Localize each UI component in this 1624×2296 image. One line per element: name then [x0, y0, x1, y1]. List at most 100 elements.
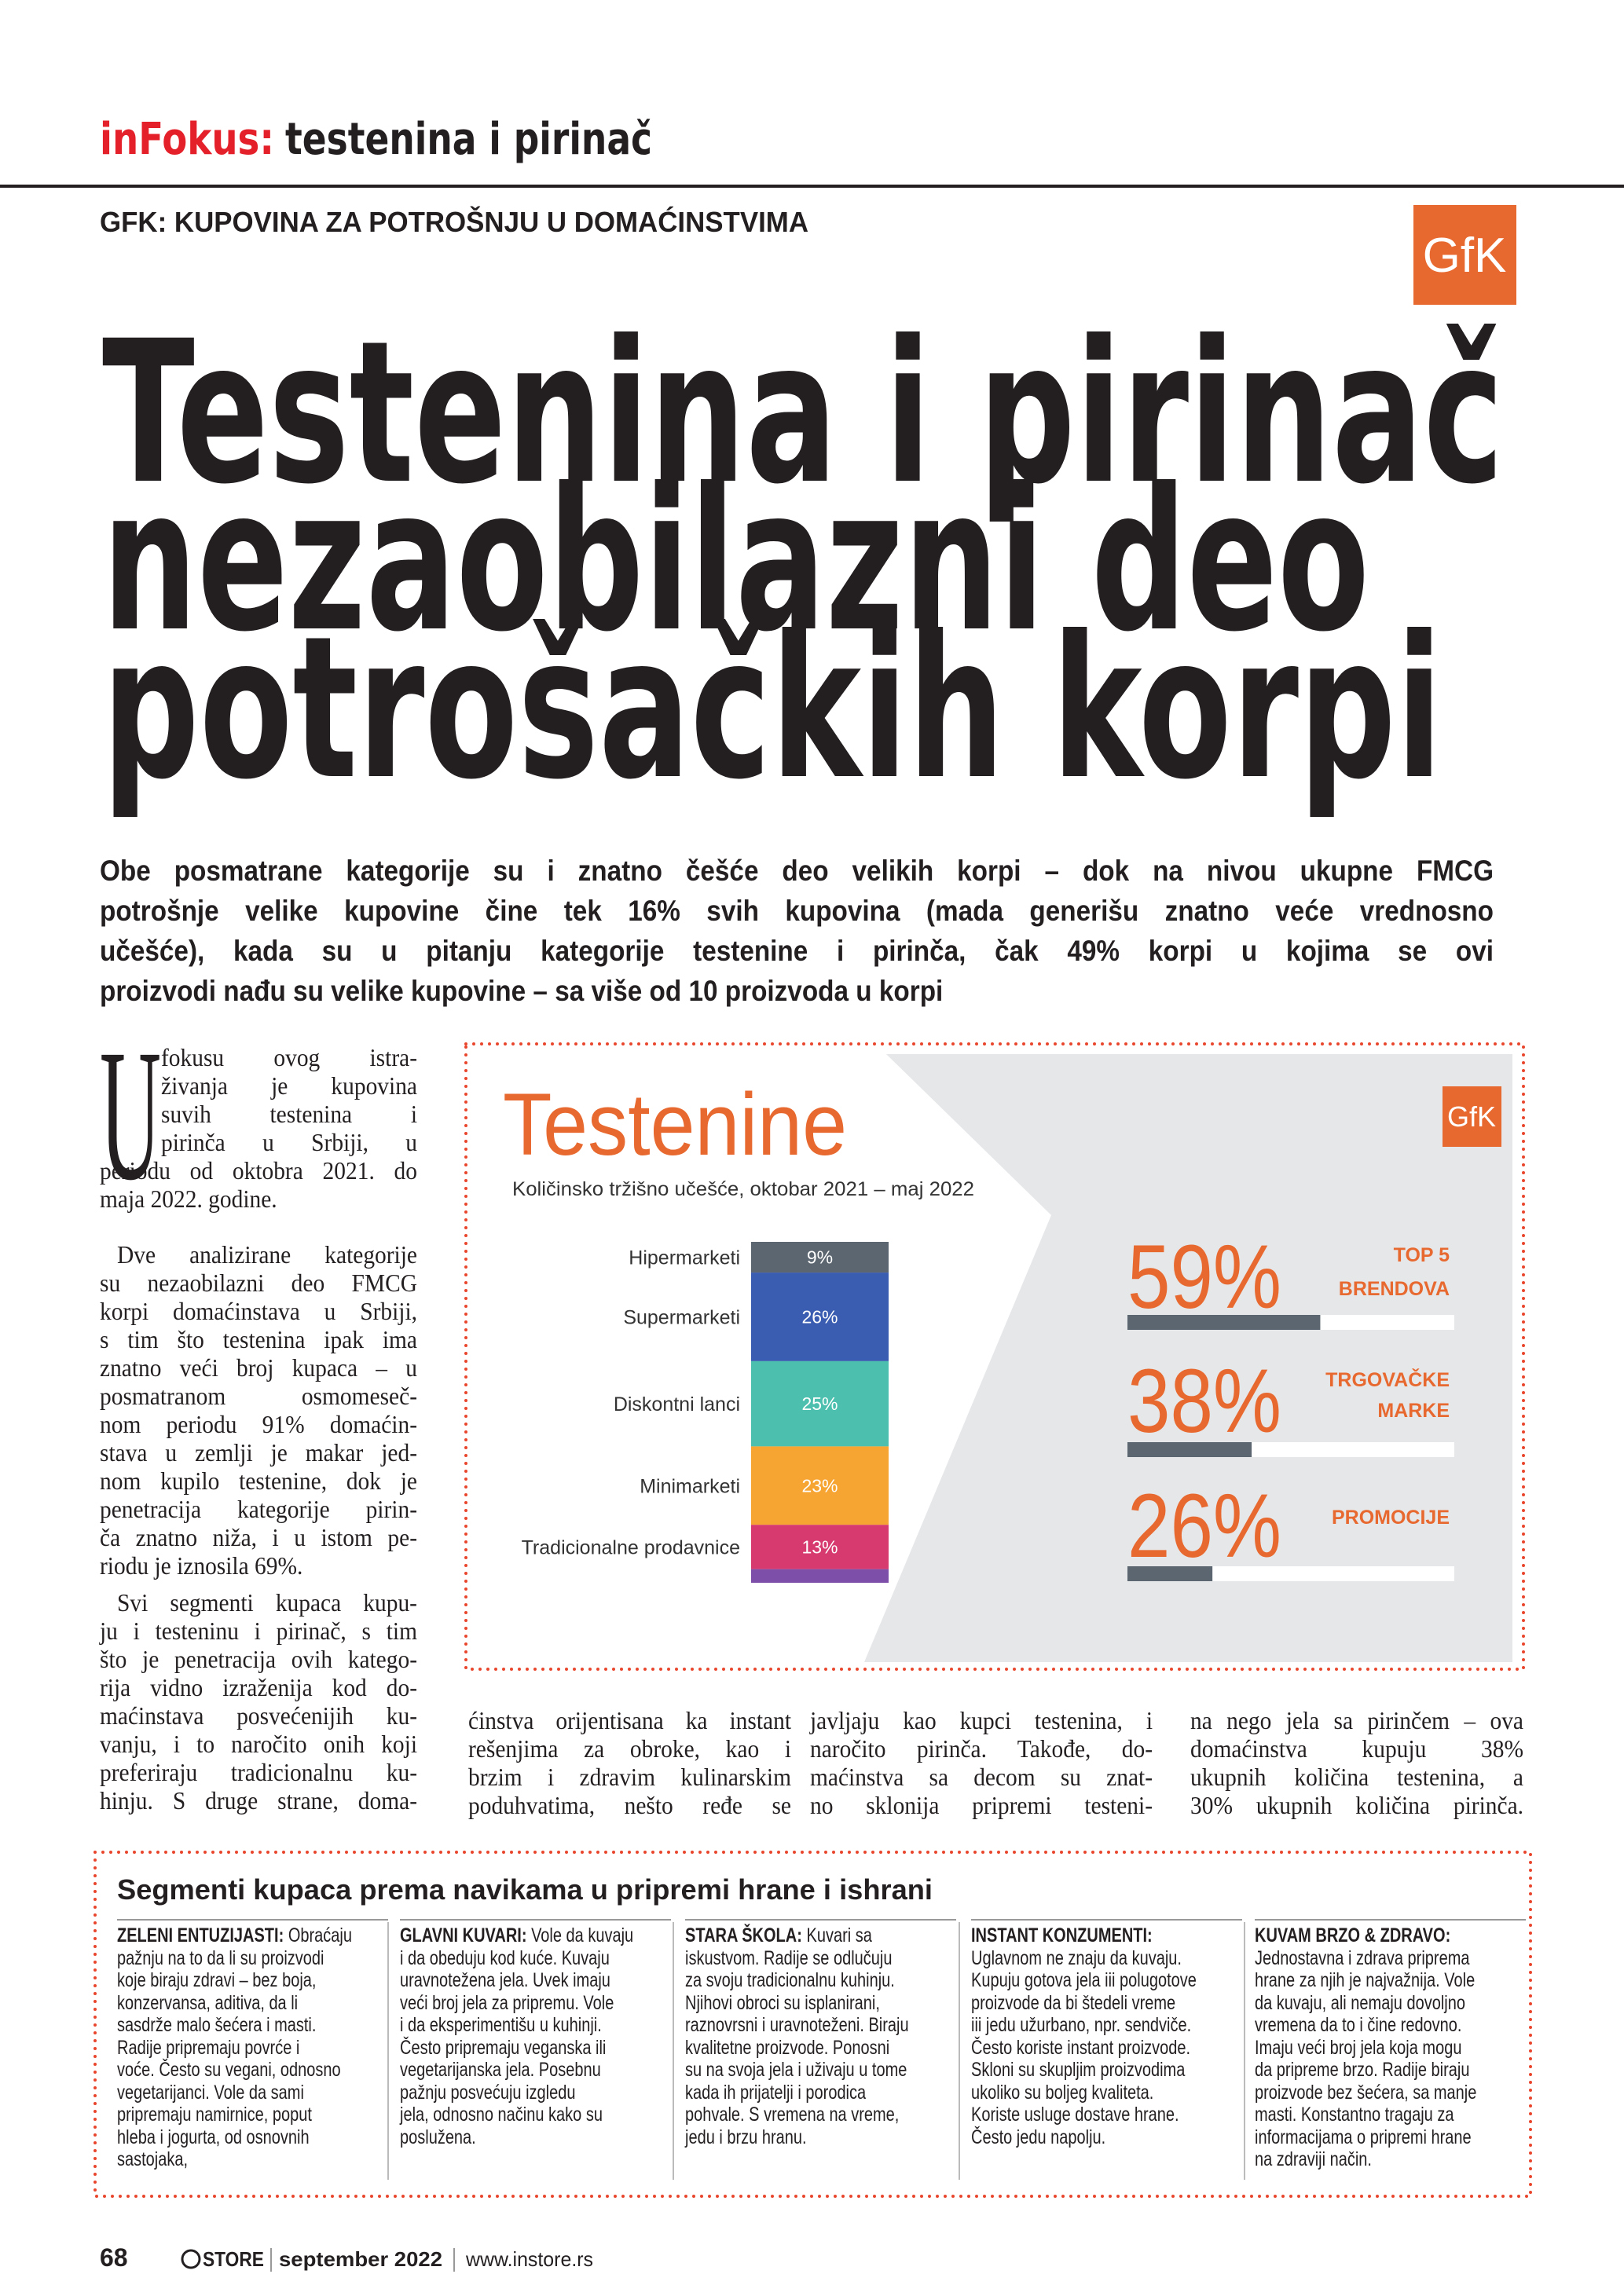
segment-line: Radije pripremaju povrće i: [117, 2036, 300, 2059]
segment-line: proizvode da bi štedeli vreme: [971, 1991, 1176, 2014]
category-label: Diskontni lanci: [614, 1393, 740, 1415]
category-label: Minimarketi: [640, 1475, 740, 1497]
segment-line: i da obeduju kod kuće. Kuvaju: [400, 1946, 610, 1969]
segment-line: Često koriste instant proizvode.: [971, 2036, 1191, 2059]
section-topic: testenina i pirinač: [285, 114, 652, 165]
body-line: hinju. S druge strane, doma-: [100, 1786, 417, 1814]
segment-line: sasdrže malo šećera i masti.: [117, 2014, 317, 2036]
segment-line: Skloni su skupljim proizvodima: [971, 2059, 1186, 2081]
stat-value: 38%: [1127, 1351, 1281, 1452]
segment-heading: STARA ŠKOLA:: [685, 1924, 802, 1946]
sidebar-title: Segmenti kupaca prema navikama u priprem…: [117, 1873, 933, 1906]
segment-line: za svoju tradicionalnu kuhinju.: [685, 1969, 895, 1991]
segment-line: masti. Konstantno tragaju za: [1255, 2104, 1454, 2126]
segment-heading: KUVAM BRZO & ZDRAVO:: [1255, 1924, 1451, 1946]
body-line: maćinstava posvećenijih ku-: [100, 1701, 417, 1730]
segment-text: Obraćaju: [288, 1924, 352, 1946]
chart-title: Testenine: [503, 1075, 847, 1174]
chart-logo: [1443, 1086, 1501, 1147]
body-line: pirinča u Srbiji, u: [161, 1128, 417, 1156]
body-line: što je penetracija ovih katego-: [100, 1645, 417, 1673]
bar-segment: [751, 1525, 889, 1569]
stat-label: TRGOVAČKE: [1325, 1368, 1450, 1391]
segment-line: jedu i brzu hranu.: [685, 2126, 807, 2148]
body-line: ukupnih količina testenina, a: [1190, 1763, 1523, 1791]
body-line: riodu je iznosila 69%.: [100, 1551, 303, 1580]
chart-subtitle: Količinsko tržišno učešće, oktobar 2021 …: [512, 1178, 974, 1200]
gfk-logo: [1413, 205, 1516, 305]
body-line: s tim što testenina ipak ima: [100, 1325, 417, 1353]
value-label: 13%: [801, 1536, 838, 1557]
segment-line: Često jedu napolju.: [971, 2126, 1106, 2148]
body-line: na nego jela sa pirinčem – ova: [1190, 1706, 1523, 1734]
segment-line: Jednostavna i zdrava priprema: [1255, 1946, 1470, 1969]
segment-line: pažnju na to da li su proizvodi: [117, 1946, 324, 1969]
segment-line: da pripreme brzo. Radije biraju: [1255, 2059, 1470, 2081]
body-line: rešenjima za obroke, kao i: [468, 1734, 791, 1763]
page-number: 68: [100, 2243, 128, 2272]
stat-bar: [1127, 1315, 1321, 1330]
stat-label: PROMOCIJE: [1332, 1507, 1450, 1529]
segment-line: STARA ŠKOLA: Kuvari sa: [685, 1924, 956, 1947]
segment-heading: GLAVNI KUVARI:: [400, 1924, 527, 1946]
segment-line: voće. Često su vegani, odnosno: [117, 2059, 341, 2081]
segment-line: uravnotežena jela. Uvek imaju: [400, 1969, 610, 1991]
body-line: nom kupilo testenine, dok je: [100, 1467, 417, 1495]
issue: september 2022: [279, 2247, 442, 2271]
segment-line: kvalitetne proizvode. Ponosni: [685, 2036, 890, 2059]
chart-logo-text: GfK: [1447, 1100, 1496, 1133]
segment-line: hleba i jogurta, od osnovnih: [117, 2126, 310, 2148]
segment-line: vegetarijanska jela. Posebnu: [400, 2059, 601, 2081]
headline-line: nezaobilazni deo: [102, 446, 1369, 675]
bar-segment: [751, 1242, 889, 1273]
bar-segment: [751, 1446, 889, 1525]
body-line: živanja je kupovina: [161, 1071, 417, 1100]
segment-line: poslužena.: [400, 2126, 476, 2148]
body-line: posmatranom osmomeseč-: [100, 1382, 417, 1410]
body-line: suvih testenina i: [161, 1100, 417, 1128]
segment-text: Vole da kuvaju: [531, 1924, 634, 1946]
lead-line: učešće), kada su u pitanju kategorije te…: [100, 935, 1494, 967]
value-label: 26%: [801, 1306, 838, 1327]
body-line: 30% ukupnih količina pirinča.: [1190, 1791, 1523, 1819]
body-line: maja 2022. godine.: [100, 1185, 277, 1213]
stat-bar: [1127, 1442, 1252, 1457]
segment-line: sastojaka,: [117, 2148, 189, 2170]
bar-segment: [751, 1569, 889, 1583]
segment-line: Uglavnom ne znaju da kuvaju.: [971, 1946, 1182, 1969]
segment-line: pažnju posvećuju izgledu: [400, 2081, 576, 2104]
value-label: 9%: [807, 1247, 833, 1268]
segment-line: ZELENI ENTUZIJASTI: Obraćaju: [117, 1924, 388, 1947]
segment-line: GLAVNI KUVARI: Vole da kuvaju: [400, 1924, 671, 1947]
lead-line: Obe posmatrane kategorije su i znatno če…: [100, 855, 1494, 887]
segment-line: vegetarijanci. Vole da sami: [117, 2081, 304, 2104]
body-line: preferiraju tradicionalnu ku-: [100, 1758, 417, 1786]
sidebar-frame: [93, 1851, 1532, 2198]
segment-line: i da eksperimentišu u kuhinji.: [400, 2014, 602, 2036]
segment-line: proizvode bez šećera, sa manje: [1255, 2081, 1477, 2104]
segment-line: Često pripremaju veganska ili: [400, 2036, 607, 2059]
segment-line: koje biraju zdravi – bez boja,: [117, 1969, 317, 1991]
body-line: naročito pirinča. Takođe, do-: [810, 1734, 1153, 1763]
bar-segment: [751, 1273, 889, 1361]
segment-line: su na svoja jela i uživaju u tome: [685, 2059, 907, 2081]
segment-line: pripremaju namirnice, poput: [117, 2104, 312, 2126]
body-line: javljaju kao kupci testenina, i: [810, 1706, 1153, 1734]
segment-line: vremena da to i čine redovno.: [1255, 2014, 1462, 2036]
body-line: Svi segmenti kupaca kupu-: [117, 1588, 417, 1617]
segment-heading: ZELENI ENTUZIJASTI:: [117, 1924, 284, 1946]
stat-value: 26%: [1127, 1476, 1281, 1576]
body-line: ča znatno niža, i u istom pe-: [100, 1523, 417, 1551]
segment-line: Kupuju gotova jela iii polugotove: [971, 1969, 1197, 1991]
segment-line: Koriste usluge dostave hrane.: [971, 2104, 1179, 2126]
value-label: 23%: [801, 1475, 838, 1496]
body-line: periodu od oktobra 2021. do: [100, 1156, 417, 1185]
stat-label: MARKE: [1377, 1400, 1450, 1422]
segment-line: veći broj jela za pripremu. Vole: [400, 1991, 614, 2014]
logo-text: GfK: [1423, 229, 1507, 283]
segment-heading: INSTANT KONZUMENTI:: [971, 1924, 1153, 1946]
segment-line: kada ih prijatelji i porodica: [685, 2081, 867, 2104]
segment-line: na zdraviji način.: [1255, 2148, 1372, 2170]
headline-line: Testenina i pirinač: [102, 298, 1504, 527]
